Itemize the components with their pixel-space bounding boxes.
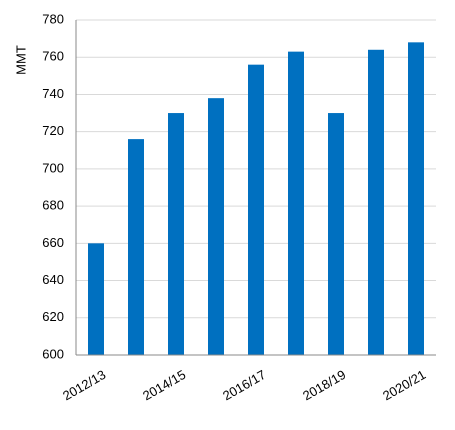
y-tick-label: 760 — [42, 49, 64, 64]
bar — [288, 51, 304, 356]
bar — [248, 64, 264, 356]
y-tick-label: 620 — [42, 309, 64, 324]
x-tick-label: 2016/17 — [220, 367, 268, 403]
y-tick-label: 700 — [42, 160, 64, 175]
y-tick-label: 780 — [42, 11, 64, 26]
bar — [208, 98, 224, 356]
y-tick-label: 680 — [42, 198, 64, 213]
bar — [128, 139, 144, 355]
x-tick-label: 2014/15 — [140, 367, 188, 403]
y-tick-label: 600 — [42, 346, 64, 361]
bar — [168, 113, 184, 355]
x-tick-label: 2012/13 — [60, 367, 108, 403]
y-tick-label: 720 — [42, 123, 64, 138]
bar — [408, 42, 424, 355]
y-tick-label: 640 — [42, 272, 64, 287]
y-tick-label: 660 — [42, 235, 64, 250]
x-tick-label: 2020/21 — [380, 367, 428, 403]
bar — [88, 243, 104, 355]
bar — [368, 49, 384, 356]
y-axis-label: MMT — [13, 45, 28, 75]
bar — [328, 113, 344, 355]
x-tick-label: 2018/19 — [300, 367, 348, 403]
y-tick-label: 740 — [42, 86, 64, 101]
